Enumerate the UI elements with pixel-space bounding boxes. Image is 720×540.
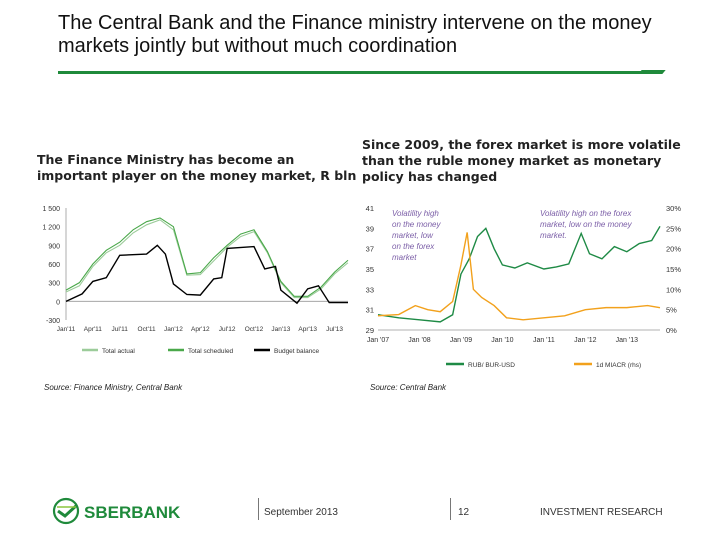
x-tick-label: Oct'11 <box>138 326 156 333</box>
title-underline <box>58 71 662 74</box>
right-panel-heading: Since 2009, the forex market is more vol… <box>362 137 681 184</box>
y-left-tick-label: 31 <box>366 306 374 315</box>
legend-label: 1d MIACR (rhs) <box>596 362 641 369</box>
footer-divider <box>450 498 451 520</box>
x-tick-label: Jan '09 <box>450 337 472 344</box>
x-tick-label: Apr'13 <box>298 326 317 333</box>
page-number: 12 <box>458 507 470 518</box>
sberbank-logo: SBERBANK <box>52 497 192 530</box>
left-panel-heading: The Finance Ministry has become an impor… <box>37 152 357 183</box>
y-right-tick-label: 25% <box>666 224 681 233</box>
slide-title: The Central Bank and the Finance ministr… <box>58 12 652 57</box>
x-tick-label: Jan '13 <box>616 337 638 344</box>
x-tick-label: Jan '07 <box>367 337 389 344</box>
x-tick-label: Jan '11 <box>533 337 555 344</box>
x-tick-label: Jan'13 <box>271 326 290 333</box>
y-right-tick-label: 15% <box>666 265 681 274</box>
footer-section: INVESTMENT RESEARCH <box>540 507 663 518</box>
x-tick-label: Jan '12 <box>574 337 596 344</box>
right-source: Source: Central Bank <box>370 383 447 392</box>
y-tick-label: 900 <box>48 243 60 250</box>
legend-label: Total actual <box>102 348 135 355</box>
x-tick-label: Jan '08 <box>408 337 430 344</box>
y-left-tick-label: 41 <box>366 204 374 213</box>
x-tick-label: Apr'12 <box>191 326 210 333</box>
legend-label: Budget balance <box>274 348 320 355</box>
brand-name: SBERBANK <box>84 503 181 522</box>
footer-divider <box>258 498 259 520</box>
annotation-money-volatility: Volatility high on the money market, low on… <box>392 209 441 262</box>
annotation-forex-volatility: Volatility high on the forex market, low … <box>540 209 633 240</box>
left-source: Source: Finance Ministry, Central Bank <box>44 383 183 392</box>
y-left-tick-label: 35 <box>366 265 374 274</box>
forex-money-market-chart: 41 39 37 35 33 31 29 30% 25% 20% 15% 10% 5% 0% Jan '07… <box>366 204 682 369</box>
y-tick-label: 1 500 <box>42 206 60 213</box>
y-right-tick-label: 5% <box>666 306 677 315</box>
series-line-budget-balance <box>65 244 348 305</box>
y-left-tick-label: 29 <box>366 326 374 335</box>
series-line-rub-bur-usd <box>377 225 661 323</box>
x-tick-label: Jan'11 <box>57 326 76 333</box>
y-left-tick-label: 39 <box>366 224 374 233</box>
y-right-tick-label: 30% <box>666 204 681 213</box>
x-tick-label: Oct'12 <box>245 326 264 333</box>
x-tick-label: Jul'11 <box>112 326 129 333</box>
y-right-tick-label: 0% <box>666 326 677 335</box>
y-tick-label: -300 <box>46 318 60 325</box>
y-left-tick-label: 37 <box>366 245 374 254</box>
y-tick-label: 0 <box>56 299 60 306</box>
y-right-tick-label: 10% <box>666 285 681 294</box>
x-tick-label: Jul'13 <box>326 326 343 333</box>
y-tick-label: 1 200 <box>42 225 60 232</box>
series-line-total-scheduled <box>65 217 349 297</box>
y-right-tick-label: 20% <box>666 245 681 254</box>
x-tick-label: Jan'12 <box>164 326 183 333</box>
footer-date: September 2013 <box>264 507 338 518</box>
y-tick-label: 300 <box>48 281 60 288</box>
sberbank-logo-icon <box>52 497 80 525</box>
legend-label: RUB/ BUR-USD <box>468 362 515 369</box>
y-left-tick-label: 33 <box>366 285 374 294</box>
y-tick-label: 600 <box>48 262 60 269</box>
x-tick-label: Apr'11 <box>84 326 102 333</box>
title-underline-tip <box>638 70 666 74</box>
legend-label: Total scheduled <box>188 348 234 355</box>
x-tick-label: Jul'12 <box>219 326 236 333</box>
x-tick-label: Jan '10 <box>491 337 513 344</box>
series-line-1d-miacr-rhs- <box>377 232 661 321</box>
